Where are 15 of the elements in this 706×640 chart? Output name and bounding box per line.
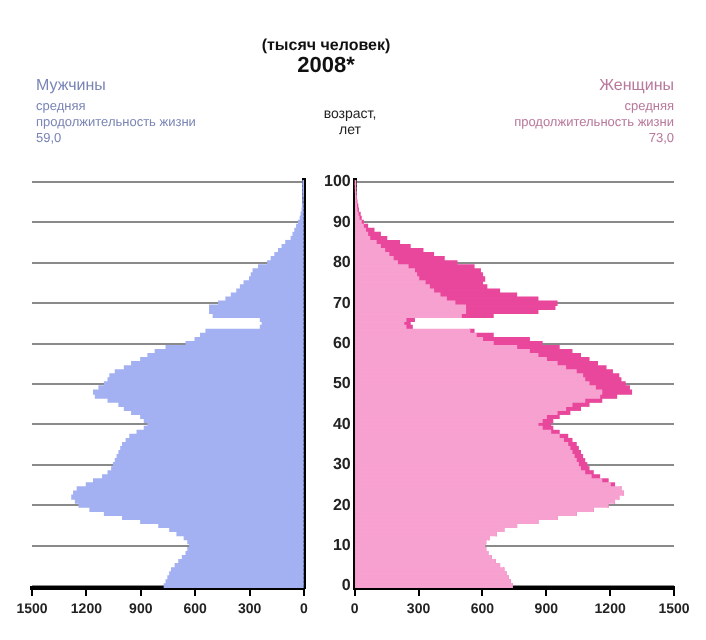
chart-title: 2008* (295, 54, 357, 78)
y-tick-label: 40 (332, 414, 352, 433)
y-tick-label: 60 (332, 334, 352, 353)
y-tick-label: 20 (332, 495, 352, 514)
y-tick-label: 100 (323, 172, 352, 191)
y-tick-label: 50 (332, 374, 352, 393)
y-tick-label: 0 (341, 576, 352, 595)
text: Женщины (597, 76, 674, 94)
y-tick-label: 10 (332, 535, 352, 554)
chart-subtitle: (тысяч человек) (259, 36, 393, 54)
text: Мужчины (36, 76, 108, 94)
y-tick-label: 70 (332, 293, 352, 312)
y-tick-label: 90 (332, 212, 352, 231)
y-tick-label: 30 (332, 455, 352, 474)
y-tick-label: 80 (332, 253, 352, 272)
